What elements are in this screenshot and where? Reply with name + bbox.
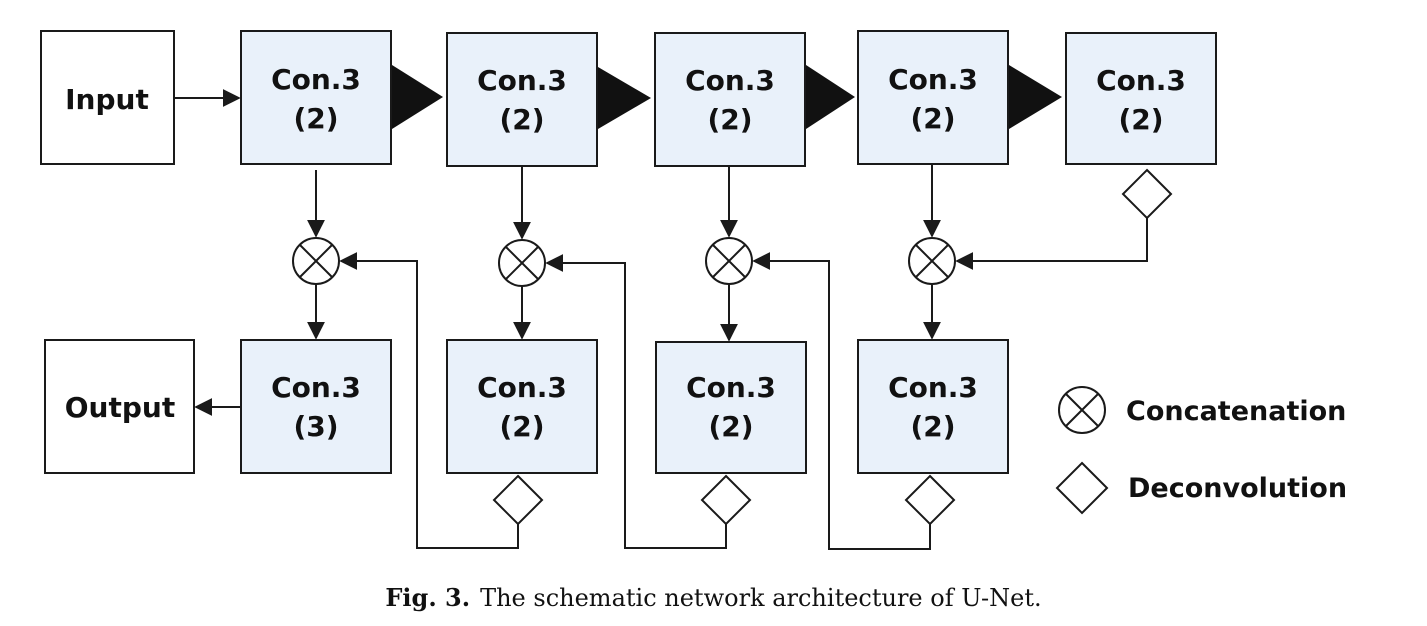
decoder-block-1: Con.3 (3) xyxy=(240,339,392,474)
concat-node-4 xyxy=(908,237,956,285)
up-path-2 xyxy=(339,252,519,549)
encoder-block-4: Con.3 (2) xyxy=(857,30,1009,165)
pool-triangle-2 xyxy=(598,67,651,129)
deconv-diamond-3 xyxy=(700,474,752,526)
encoder-block-1-count: (2) xyxy=(293,102,338,135)
encoder-block-5-title: Con.3 xyxy=(1096,64,1186,97)
legend: Concatenation Deconvolution xyxy=(1055,386,1347,515)
deconv-diamond-2 xyxy=(492,474,544,526)
decoder-block-4-title: Con.3 xyxy=(888,371,978,404)
decoder-block-3: Con.3 (2) xyxy=(655,341,807,474)
decoder-block-2-title: Con.3 xyxy=(477,371,567,404)
decoder-block-1-count: (3) xyxy=(293,410,338,443)
encoder-block-5: Con.3 (2) xyxy=(1065,32,1217,165)
decoder-block-3-count: (2) xyxy=(708,410,753,443)
encoder-block-1: Con.3 (2) xyxy=(240,30,392,165)
input-box xyxy=(40,30,175,165)
legend-concatenation-label: Concatenation xyxy=(1126,396,1346,427)
decoder-block-1-title: Con.3 xyxy=(271,371,361,404)
encoder-block-2-title: Con.3 xyxy=(477,64,567,97)
encoder-block-4-title: Con.3 xyxy=(888,63,978,96)
up-path-5 xyxy=(955,218,1148,270)
encoder-block-1-title: Con.3 xyxy=(271,63,361,96)
unet-diagram: Input Output Con.3 (2) Con.3 (2) Con.3 (… xyxy=(40,30,1347,550)
pool-triangle-4 xyxy=(1009,65,1062,129)
output-box xyxy=(44,339,195,474)
encoder-block-2-count: (2) xyxy=(499,103,544,136)
figure-label: Fig. 3. xyxy=(385,583,471,612)
encoder-block-3: Con.3 (2) xyxy=(654,32,806,167)
figure-caption: Fig. 3. The schematic network architectur… xyxy=(0,583,1427,612)
legend-deconvolution-icon xyxy=(1055,461,1109,515)
pool-triangle-1 xyxy=(392,65,443,129)
decoder-block-2: Con.3 (2) xyxy=(446,339,598,474)
figure-caption-text: The schematic network architecture of U-… xyxy=(480,584,1042,612)
encoder-block-3-title: Con.3 xyxy=(685,64,775,97)
up-path-4 xyxy=(752,252,931,550)
legend-deconvolution-label: Deconvolution xyxy=(1128,473,1347,504)
decoder-block-4-count: (2) xyxy=(910,410,955,443)
decoder-block-2-count: (2) xyxy=(499,410,544,443)
concat-node-3 xyxy=(705,237,753,285)
output-label: Output xyxy=(65,391,175,424)
decoder-block-3-title: Con.3 xyxy=(686,371,776,404)
deconv-diamond-4 xyxy=(904,474,956,526)
concat-node-1 xyxy=(292,237,340,285)
concat-node-2 xyxy=(498,239,546,287)
pool-triangle-3 xyxy=(806,65,855,129)
legend-concatenation-icon xyxy=(1058,386,1106,434)
encoder-block-3-count: (2) xyxy=(707,103,752,136)
up-path-3 xyxy=(545,254,727,549)
encoder-block-5-count: (2) xyxy=(1118,103,1163,136)
deconv-diamond-5 xyxy=(1121,168,1173,220)
input-label: Input xyxy=(65,83,149,116)
encoder-block-4-count: (2) xyxy=(910,102,955,135)
decoder-block-4: Con.3 (2) xyxy=(857,339,1009,474)
encoder-block-2: Con.3 (2) xyxy=(446,32,598,167)
